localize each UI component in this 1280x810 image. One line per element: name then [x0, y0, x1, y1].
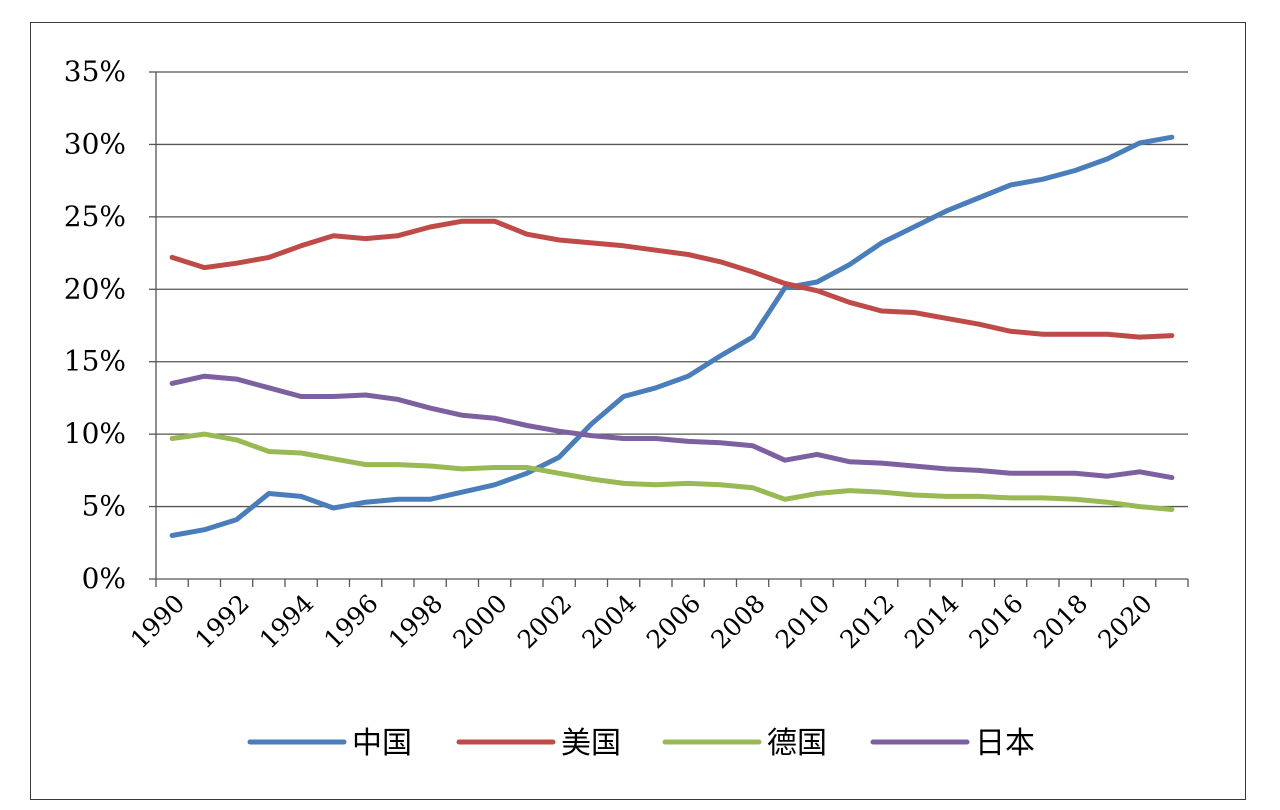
- y-tick-label: 15%: [64, 345, 126, 378]
- x-tick-label: 2018: [1028, 589, 1093, 654]
- x-tick-label: 1998: [383, 589, 448, 654]
- legend: 中国 美国 德国 日本: [247, 726, 1035, 761]
- y-tick-label: 5%: [82, 490, 126, 523]
- chart-frame: 0% 5% 10% 15% 20% 25% 30% 35% 1990 1992 1994 1996 1…: [30, 22, 1246, 800]
- series-line-2: [169, 431, 1175, 512]
- y-tick-label: 0%: [82, 562, 126, 595]
- y-tick-label: 10%: [64, 417, 126, 450]
- x-tick-label: 1996: [318, 589, 383, 654]
- x-tick-label: 2006: [641, 589, 706, 654]
- legend-item-1: 美国: [456, 726, 621, 761]
- x-tick-label: 2014: [899, 589, 964, 654]
- y-axis-tick-labels: 0% 5% 10% 15% 20% 25% 30% 35%: [64, 55, 126, 595]
- y-tick-label: 35%: [64, 55, 126, 88]
- legend-label: 德国: [767, 726, 827, 761]
- legend-item-2: 德国: [662, 726, 827, 761]
- x-tick-label: 2020: [1092, 589, 1157, 654]
- legend-label: 日本: [975, 726, 1035, 761]
- y-tick-label: 30%: [64, 127, 126, 160]
- x-tick-label: 2004: [576, 589, 641, 654]
- x-tick-label: 1994: [254, 589, 319, 654]
- series-line-0: [169, 134, 1175, 538]
- series-line-3: [169, 373, 1175, 481]
- line-chart: 0% 5% 10% 15% 20% 25% 30% 35% 1990 1992 1994 1996 1…: [64, 55, 1189, 761]
- x-tick-label: 2008: [705, 589, 770, 654]
- x-tick-label: 2010: [770, 589, 835, 654]
- axes: [149, 71, 1189, 587]
- y-tick-label: 25%: [64, 200, 126, 233]
- legend-item-3: 日本: [870, 726, 1035, 761]
- x-tick-label: 1990: [125, 589, 190, 654]
- x-tick-label: 2000: [447, 589, 512, 654]
- legend-label: 中国: [352, 726, 412, 761]
- legend-label: 美国: [561, 726, 621, 761]
- x-axis-tick-labels: 1990 1992 1994 1996 1998 2000 2002 2004 2006 2008…: [125, 589, 1158, 654]
- series-lines: [169, 134, 1175, 538]
- x-tick-label: 2012: [834, 589, 899, 654]
- series-line-1: [169, 218, 1175, 340]
- x-tick-label: 2016: [963, 589, 1028, 654]
- x-tick-label: 1992: [189, 589, 254, 654]
- x-tick-label: 2002: [512, 589, 577, 654]
- legend-item-0: 中国: [247, 726, 412, 761]
- gridlines: [156, 71, 1188, 508]
- y-tick-label: 20%: [64, 272, 126, 305]
